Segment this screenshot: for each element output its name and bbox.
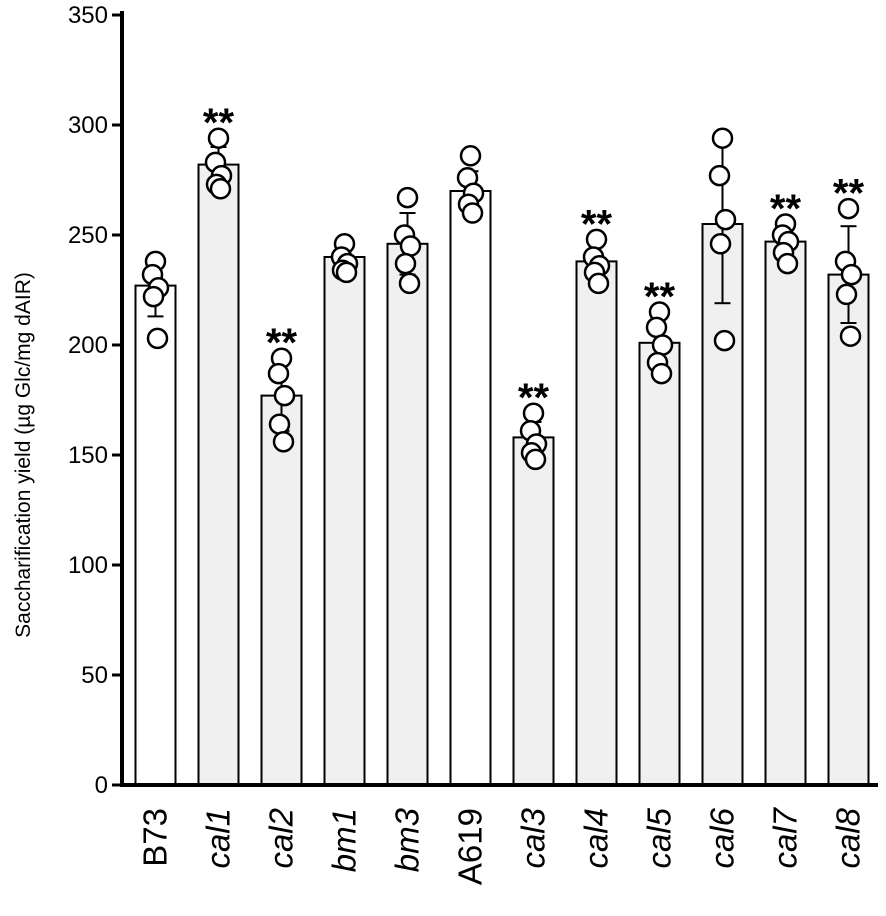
category-label-bm1: bm1	[326, 808, 363, 872]
data-point-cal8	[839, 325, 862, 347]
axes-layer	[120, 11, 878, 787]
bar-A619	[449, 190, 492, 786]
category-label-cal1: cal1	[200, 808, 237, 869]
category-label-bm3: bm3	[389, 807, 426, 872]
bar-cal4	[575, 260, 618, 786]
category-label-cal8: cal8	[830, 807, 867, 868]
bar-cal1	[197, 163, 240, 787]
data-point-cal8	[835, 283, 858, 306]
significance-label-cal4: **	[581, 202, 613, 246]
y-tick-label-200: 200	[68, 332, 108, 359]
bar-bm1	[323, 256, 366, 786]
bar-cal6	[701, 223, 744, 786]
significance-layer: ** ** ** ** ** ** **	[203, 101, 865, 420]
category-label-cal6: cal6	[704, 807, 741, 868]
y-tick-label-250: 250	[68, 222, 108, 249]
category-label-cal2: cal2	[263, 808, 300, 869]
data-point-bm1	[335, 261, 358, 284]
data-points-layer	[141, 127, 863, 471]
category-label-A619: A619	[452, 808, 489, 885]
significance-label-cal1: **	[203, 101, 235, 145]
data-point-cal6	[709, 233, 732, 255]
data-point-cal6	[713, 329, 736, 352]
data-point-bm3	[396, 186, 419, 209]
data-point-bm3	[399, 235, 422, 257]
data-point-bm3	[394, 252, 417, 275]
data-point-cal1	[209, 178, 232, 200]
error-bars-layer	[147, 143, 857, 454]
y-axis-title: Saccharification yield (µg Glc/mg dAIR)	[12, 272, 35, 638]
category-label-cal7: cal7	[767, 806, 804, 868]
significance-label-cal3: **	[518, 376, 550, 420]
data-point-cal1	[207, 127, 230, 149]
y-tick-label-50: 50	[81, 662, 108, 689]
category-label-B73: B73	[137, 808, 174, 867]
bars-layer	[134, 163, 870, 787]
data-point-cal7	[776, 252, 799, 275]
data-point-B73	[146, 327, 169, 350]
y-tick-label-0: 0	[95, 772, 108, 799]
data-point-cal2	[272, 431, 295, 453]
category-label-cal3: cal3	[515, 807, 552, 868]
data-point-cal6	[714, 208, 737, 231]
y-tick-label-300: 300	[68, 112, 108, 139]
category-labels-layer: B73 cal1 cal2 bm1 bm3 A619 cal3 cal4 cal5 cal6 cal…	[137, 806, 867, 885]
significance-label-cal2: **	[266, 321, 298, 365]
data-point-cal2	[273, 384, 296, 407]
data-point-cal8	[840, 263, 863, 286]
y-tick-label-150: 150	[68, 442, 108, 469]
category-label-cal5: cal5	[641, 807, 678, 868]
data-point-cal4	[587, 272, 610, 295]
data-point-cal8	[837, 197, 860, 220]
data-point-cal2	[267, 362, 290, 385]
significance-label-cal5: **	[644, 275, 676, 319]
y-tick-label-350: 350	[68, 2, 108, 29]
data-point-cal6	[711, 127, 734, 149]
bar-bm3	[386, 242, 429, 787]
bar-cal2	[260, 394, 303, 786]
y-tick-label-100: 100	[68, 552, 108, 579]
data-point-bm3	[398, 272, 421, 295]
data-point-A619	[459, 145, 482, 167]
data-point-cal5	[645, 316, 668, 339]
bar-B73	[134, 284, 177, 786]
data-point-cal6	[708, 164, 731, 187]
y-ticks-layer: 0 50 100 150 200 250 300 350	[68, 2, 122, 799]
bar-cal5	[638, 341, 681, 786]
bar-cal8	[827, 273, 870, 786]
data-point-A619	[461, 202, 484, 224]
data-point-cal5	[650, 362, 673, 385]
significance-label-cal7: **	[770, 187, 802, 231]
bar-cal3	[512, 436, 555, 786]
data-point-cal3	[524, 448, 547, 471]
data-point-cal2	[268, 413, 291, 435]
significance-label-cal8: **	[833, 172, 865, 216]
data-point-B73	[142, 285, 165, 308]
bar-cal7	[764, 240, 807, 787]
category-label-cal4: cal4	[578, 808, 615, 869]
data-point-cal5	[651, 334, 674, 356]
